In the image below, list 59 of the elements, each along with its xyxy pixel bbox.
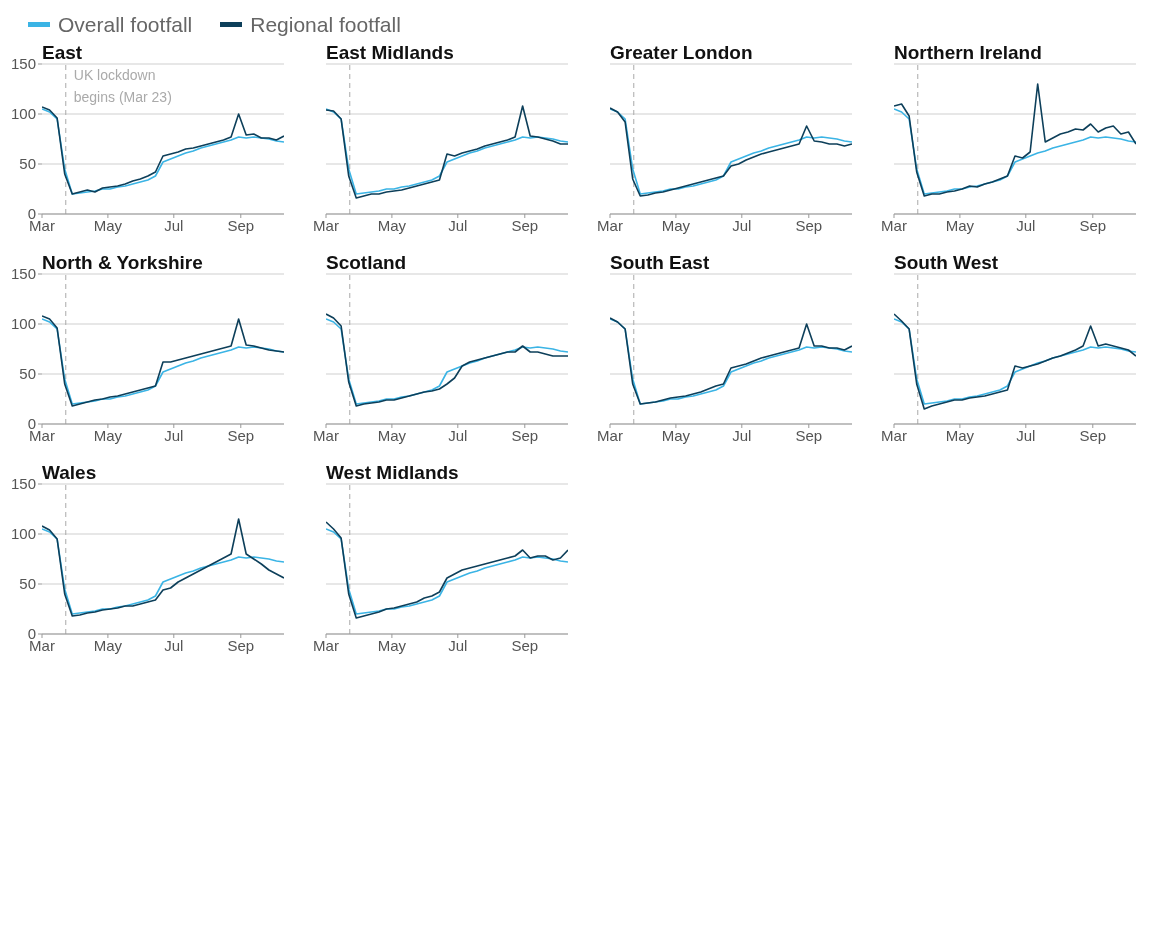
chart-title: North & Yorkshire	[42, 252, 203, 274]
x-tick-label: Mar	[313, 426, 339, 444]
x-tick-label: Jul	[732, 216, 752, 234]
x-tick-label: Mar	[881, 426, 907, 444]
x-tick-label: Jul	[448, 426, 468, 444]
chart-title: Greater London	[610, 42, 753, 64]
y-tick-label: 100	[10, 525, 36, 543]
x-tick-label: May	[377, 216, 407, 234]
x-tick-label: May	[93, 216, 123, 234]
ref-line-label: UK lockdown begins (Mar 23)	[73, 67, 172, 105]
x-tick-label: Sep	[511, 636, 539, 654]
x-tick-label: Mar	[597, 216, 623, 234]
chart-title: East Midlands	[326, 42, 454, 64]
legend-label: Regional footfall	[250, 13, 401, 37]
y-tick-label: 50	[19, 575, 36, 593]
x-tick-label: Sep	[511, 216, 539, 234]
x-tick-label: Jul	[164, 426, 184, 444]
chart-title: Northern Ireland	[894, 42, 1042, 64]
x-tick-label: Sep	[227, 426, 255, 444]
x-tick-label: May	[661, 216, 691, 234]
x-tick-label: Sep	[227, 636, 255, 654]
x-tick-label: Sep	[227, 216, 255, 234]
chart-title: Scotland	[326, 252, 407, 274]
x-tick-label: May	[945, 426, 975, 444]
x-tick-label: Jul	[448, 216, 468, 234]
x-tick-label: May	[93, 426, 123, 444]
x-tick-label: Sep	[511, 426, 539, 444]
x-tick-label: Mar	[313, 216, 339, 234]
y-tick-label: 100	[10, 315, 36, 333]
x-tick-label: Sep	[795, 216, 823, 234]
x-tick-label: Jul	[1016, 426, 1036, 444]
x-tick-label: May	[661, 426, 691, 444]
x-tick-label: Jul	[1016, 216, 1036, 234]
y-tick-label: 150	[10, 265, 36, 283]
chart-title: South West	[894, 252, 999, 274]
x-tick-label: May	[93, 636, 123, 654]
x-tick-label: Mar	[597, 426, 623, 444]
x-tick-label: Sep	[1079, 216, 1107, 234]
y-tick-label: 150	[10, 475, 36, 493]
x-tick-label: Sep	[795, 426, 823, 444]
y-tick-label: 50	[19, 155, 36, 173]
chart-title: East	[42, 42, 83, 64]
x-tick-label: Jul	[732, 426, 752, 444]
x-tick-label: Jul	[164, 636, 184, 654]
x-tick-label: May	[377, 636, 407, 654]
chart-title: South East	[610, 252, 710, 274]
x-tick-label: Mar	[313, 636, 339, 654]
x-tick-label: May	[945, 216, 975, 234]
legend-label: Overall footfall	[58, 13, 193, 37]
x-tick-label: Sep	[1079, 426, 1107, 444]
x-tick-label: May	[377, 426, 407, 444]
x-tick-label: Jul	[164, 216, 184, 234]
x-tick-label: Jul	[448, 636, 468, 654]
chart-title: Wales	[42, 462, 97, 484]
y-tick-label: 50	[19, 365, 36, 383]
x-tick-label: Mar	[881, 216, 907, 234]
y-tick-label: 150	[10, 55, 36, 73]
chart-title: West Midlands	[326, 462, 459, 484]
y-tick-label: 100	[10, 105, 36, 123]
